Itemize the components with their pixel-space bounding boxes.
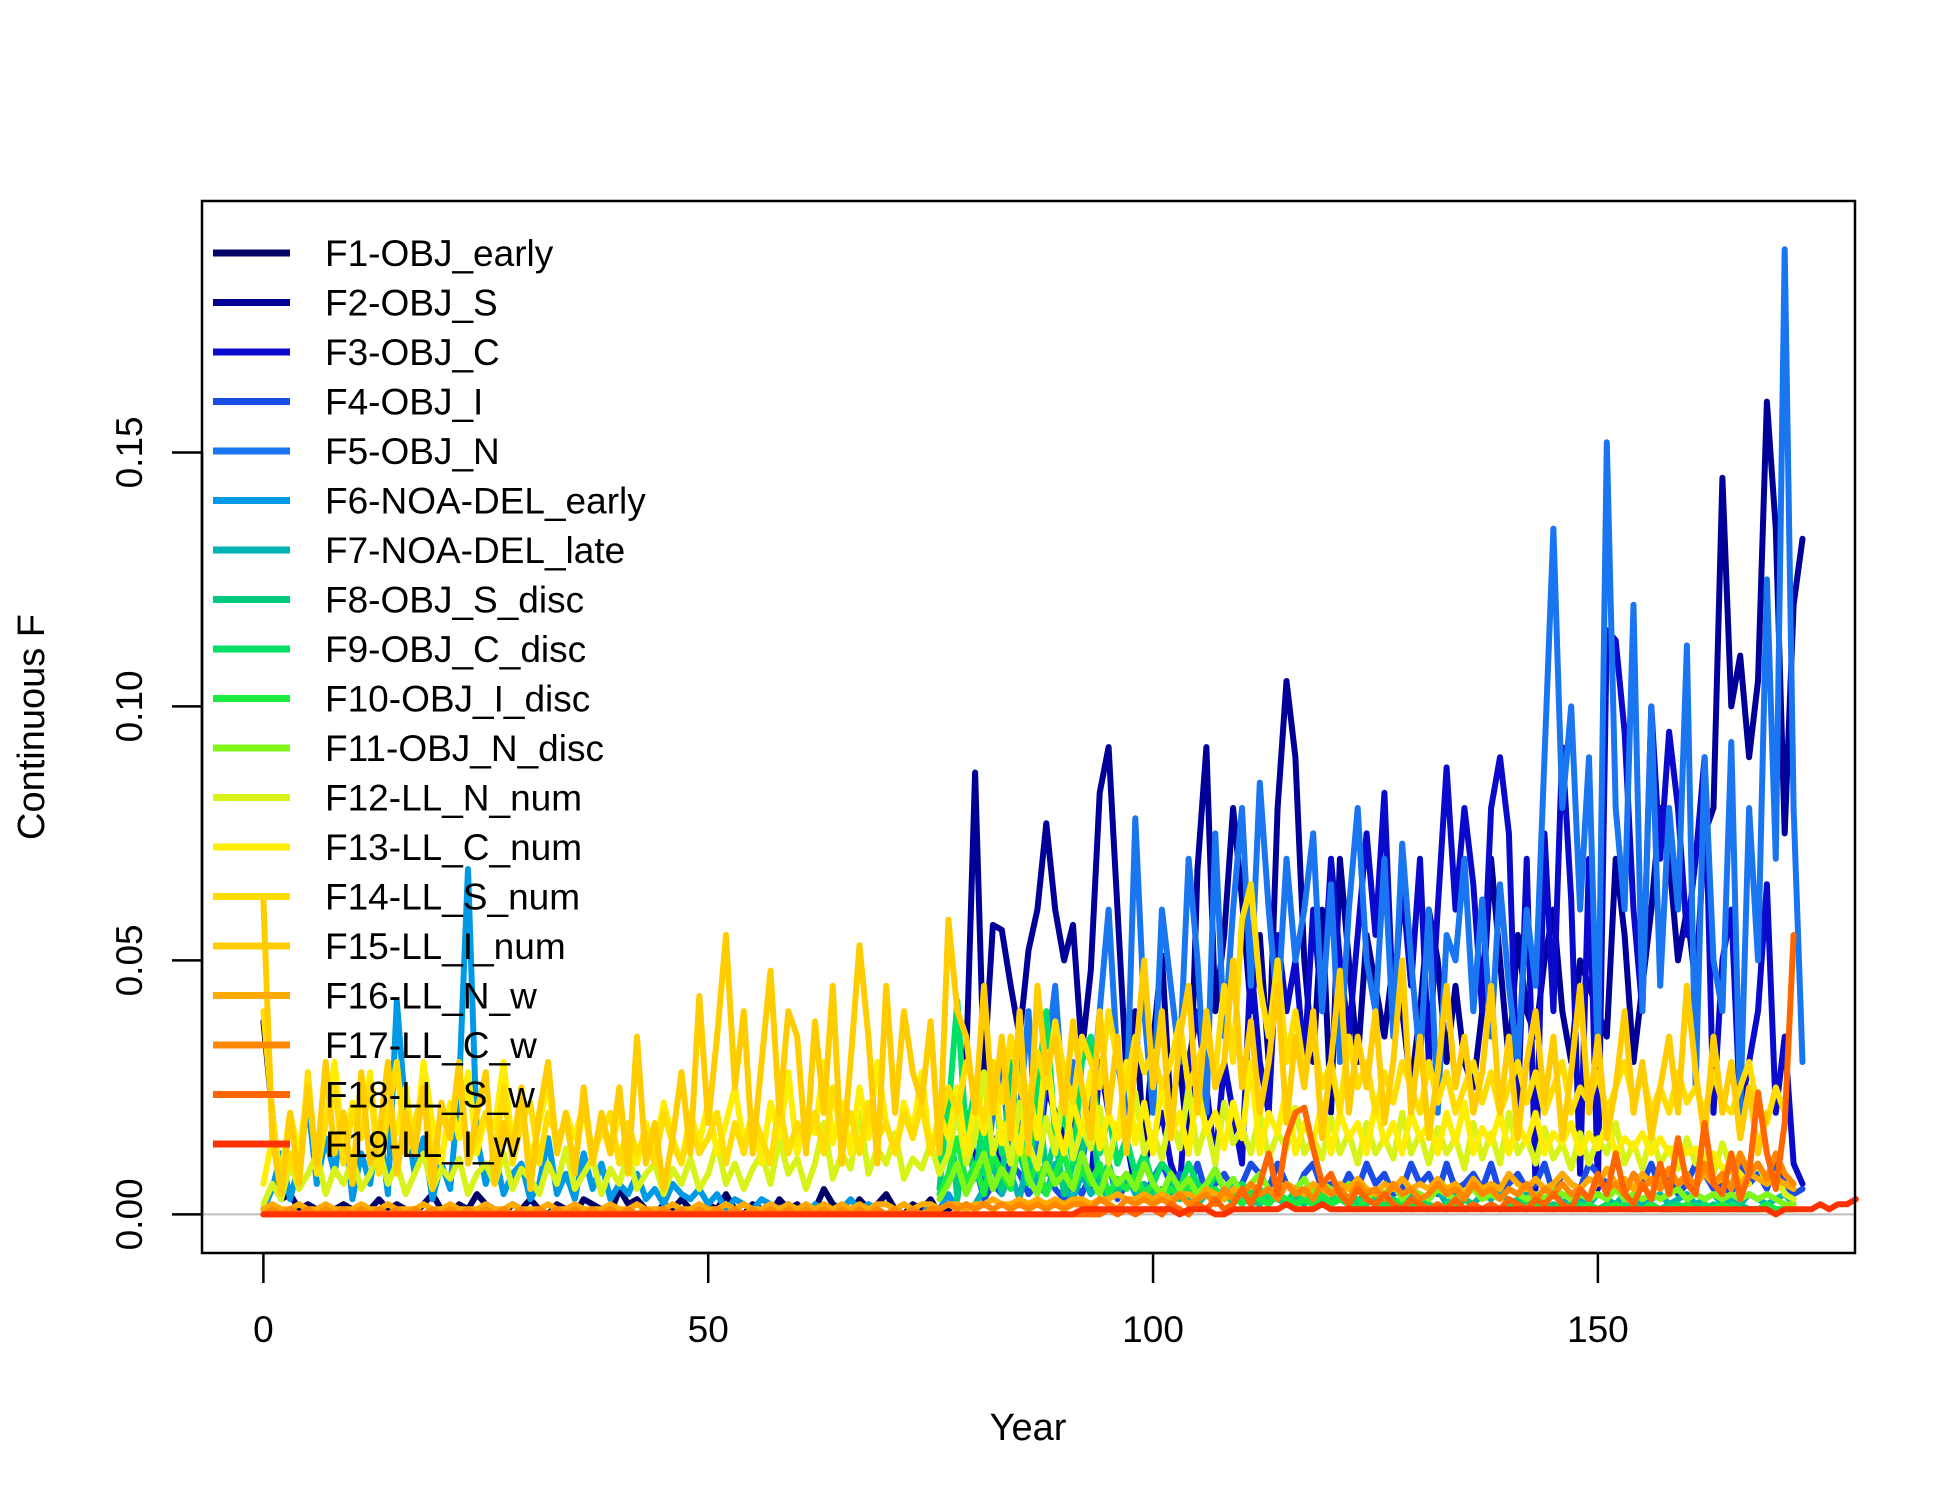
- y-tick-label: 0.00: [109, 1178, 150, 1250]
- legend-label-15: F15-LL_I_num: [325, 926, 566, 967]
- legend-label-8: F8-OBJ_S_disc: [325, 580, 584, 621]
- y-axis: 0.00 0.05 0.10 0.15: [109, 416, 204, 1250]
- legend: F1-OBJ_early F2-OBJ_S F3-OBJ_C F4-OBJ_I F5-O…: [213, 233, 646, 1165]
- y-axis-title: Continuous F: [11, 614, 53, 840]
- legend-label-9: F9-OBJ_C_disc: [325, 629, 586, 670]
- x-tick-label: 150: [1567, 1309, 1629, 1350]
- legend-label-6: F6-NOA-DEL_early: [325, 481, 646, 522]
- legend-label-10: F10-OBJ_I_disc: [325, 679, 590, 720]
- series-line-15: [260, 896, 1770, 1198]
- x-axis: 0 50 100 150: [253, 1251, 1629, 1350]
- y-tick-label: 0.10: [109, 670, 150, 742]
- legend-label-7: F7-NOA-DEL_late: [325, 530, 625, 571]
- legend-label-4: F4-OBJ_I: [325, 382, 483, 423]
- x-tick-label: 50: [688, 1309, 729, 1350]
- legend-label-19: F19-LL_I_w: [325, 1124, 521, 1165]
- legend-label-1: F1-OBJ_early: [325, 233, 554, 274]
- series-layer: [260, 246, 1859, 1218]
- y-tick-label: 0.15: [109, 416, 150, 488]
- legend-label-3: F3-OBJ_C: [325, 332, 500, 373]
- legend-label-18: F18-LL_S_w: [325, 1075, 535, 1116]
- y-tick-label: 0.05: [109, 924, 150, 996]
- legend-label-11: F11-OBJ_N_disc: [325, 728, 604, 769]
- series-line-19: [260, 1196, 1859, 1218]
- x-tick-label: 0: [253, 1309, 274, 1350]
- legend-label-2: F2-OBJ_S: [325, 283, 498, 324]
- x-axis-title: Year: [990, 1407, 1067, 1449]
- x-tick-label: 100: [1122, 1309, 1184, 1350]
- legend-label-16: F16-LL_N_w: [325, 976, 537, 1017]
- legend-label-17: F17-LL_C_w: [325, 1025, 537, 1066]
- legend-label-12: F12-LL_N_num: [325, 778, 582, 819]
- legend-label-14: F14-LL_S_num: [325, 877, 580, 918]
- series-line-17: [260, 1150, 1797, 1218]
- legend-label-5: F5-OBJ_N: [325, 431, 500, 472]
- series-line-5: [963, 246, 1806, 1192]
- legend-label-13: F13-LL_C_num: [325, 827, 582, 868]
